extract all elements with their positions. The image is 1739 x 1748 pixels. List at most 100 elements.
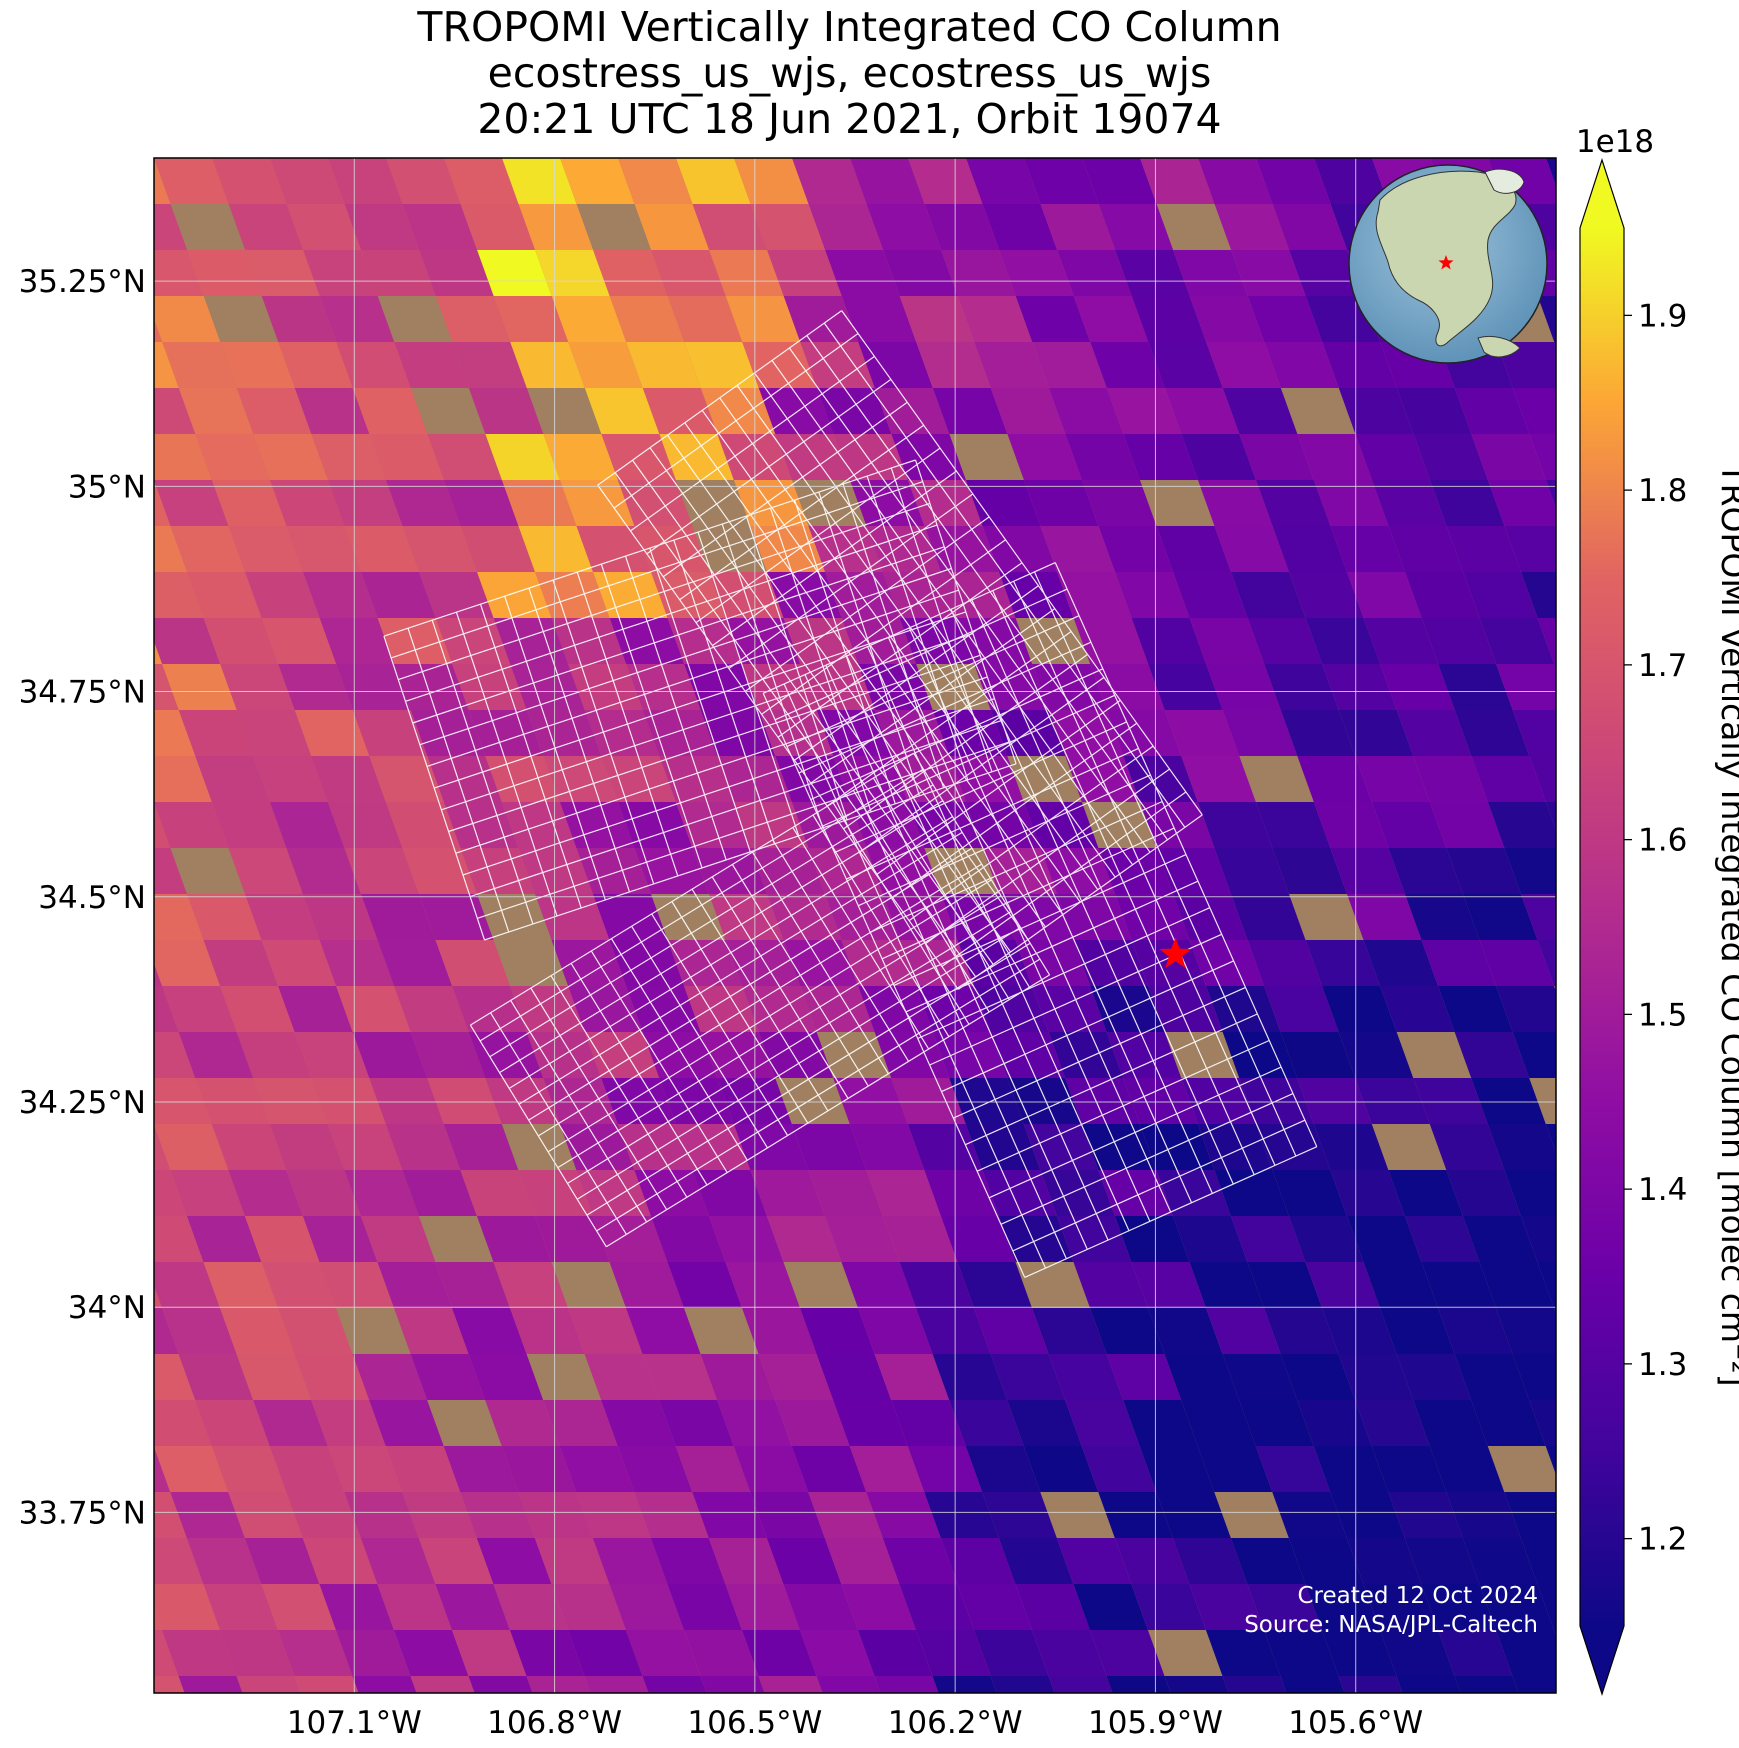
co-cell bbox=[891, 434, 966, 480]
co-cell bbox=[1479, 1584, 1554, 1630]
co-cell bbox=[1181, 1078, 1256, 1124]
co-cell bbox=[849, 480, 925, 526]
co-cell bbox=[700, 1676, 765, 1693]
footprint-line bbox=[596, 958, 1041, 1232]
co-cell bbox=[1429, 1446, 1505, 1492]
co-cell bbox=[1297, 1078, 1372, 1124]
co-cell bbox=[1454, 1354, 1530, 1400]
co-cell bbox=[659, 1400, 734, 1446]
co-cell bbox=[576, 526, 652, 572]
co-cell bbox=[452, 342, 527, 388]
co-cell bbox=[592, 1216, 668, 1262]
co-cell bbox=[443, 802, 519, 848]
colorbar-tick-label: 1.3 bbox=[1638, 1347, 1687, 1383]
title-line-1: TROPOMI Vertically Integrated CO Column bbox=[417, 3, 1282, 51]
footprint-line bbox=[649, 447, 1012, 953]
co-cell bbox=[1272, 1492, 1347, 1538]
co-cell bbox=[253, 1400, 328, 1446]
co-cell bbox=[369, 112, 444, 158]
co-cell bbox=[1073, 296, 1149, 342]
co-cell bbox=[1330, 848, 1405, 894]
co-cell bbox=[278, 342, 353, 388]
co-cell bbox=[1413, 112, 1488, 158]
footprint-line bbox=[426, 589, 959, 767]
co-cell bbox=[1413, 434, 1488, 480]
co-cell bbox=[327, 1446, 403, 1492]
co-cell bbox=[1330, 1492, 1405, 1538]
co-cell bbox=[534, 1538, 610, 1584]
footprint-line bbox=[971, 599, 1234, 1185]
co-cell bbox=[1098, 526, 1174, 572]
co-cell bbox=[1040, 204, 1116, 250]
co-cell bbox=[1148, 342, 1223, 388]
co-cell bbox=[203, 1262, 278, 1308]
co-cell bbox=[1380, 664, 1455, 710]
co-cell bbox=[1090, 1308, 1165, 1354]
co-cell bbox=[1396, 1676, 1461, 1693]
co-cell bbox=[1545, 480, 1556, 508]
co-cell bbox=[386, 158, 461, 204]
co-cell bbox=[1131, 1584, 1206, 1630]
co-cell bbox=[949, 1078, 1024, 1124]
footprint-line bbox=[499, 800, 944, 1074]
co-cell bbox=[1388, 526, 1464, 572]
co-cell bbox=[609, 1262, 684, 1308]
co-cell bbox=[625, 1630, 701, 1676]
co-cell bbox=[1520, 1216, 1556, 1262]
co-cell bbox=[154, 1170, 187, 1216]
co-cell bbox=[1065, 1400, 1140, 1446]
co-cell bbox=[294, 1354, 370, 1400]
title-line-2: ecostress_us_wjs, ecostress_us_wjs bbox=[487, 49, 1212, 97]
co-cell bbox=[998, 1216, 1074, 1262]
footprint-line bbox=[441, 633, 974, 811]
co-cell bbox=[1504, 1170, 1556, 1216]
co-cell bbox=[1438, 664, 1513, 710]
co-cell bbox=[1529, 756, 1556, 802]
co-cell bbox=[294, 710, 370, 756]
co-cell bbox=[154, 1538, 204, 1584]
co-cell bbox=[874, 388, 950, 434]
co-cell bbox=[1521, 572, 1556, 618]
co-cell bbox=[154, 1308, 179, 1354]
inset-globe bbox=[1348, 164, 1548, 364]
co-cell bbox=[1462, 1538, 1538, 1584]
co-cell bbox=[468, 710, 544, 756]
co-cell bbox=[154, 526, 188, 572]
co-cell bbox=[651, 572, 726, 618]
co-cell bbox=[510, 1308, 585, 1354]
co-cell bbox=[485, 434, 560, 480]
co-cell bbox=[816, 1354, 892, 1400]
co-cell bbox=[1264, 664, 1339, 710]
co-cell bbox=[360, 894, 436, 940]
footprint-line bbox=[804, 674, 1067, 1260]
co-cell bbox=[1189, 618, 1265, 664]
co-cell bbox=[154, 1262, 220, 1308]
co-cell bbox=[1173, 572, 1248, 618]
co-cell bbox=[634, 526, 710, 572]
co-cell bbox=[319, 618, 395, 664]
co-cell bbox=[154, 963, 163, 986]
co-cell bbox=[833, 1400, 908, 1446]
co-cell bbox=[1106, 1032, 1182, 1078]
latitude-labels: 35.25°N 35°N 34.75°N 34.5°N 34.25°N 34°N 33.75… bbox=[19, 264, 146, 1531]
co-cell bbox=[775, 434, 850, 480]
co-cell bbox=[1023, 1124, 1099, 1170]
footprint-line bbox=[434, 611, 966, 789]
footprint-line bbox=[719, 397, 1081, 903]
lat-tick-label: 35.25°N bbox=[19, 264, 146, 300]
co-cell bbox=[1172, 1216, 1248, 1262]
co-cell bbox=[154, 1492, 187, 1538]
co-cell bbox=[1081, 1446, 1157, 1492]
co-cell bbox=[228, 848, 303, 894]
footprint-line bbox=[383, 459, 916, 637]
co-cell bbox=[427, 756, 502, 802]
co-cell bbox=[874, 1354, 950, 1400]
co-cell bbox=[394, 1308, 469, 1354]
co-cell bbox=[502, 158, 577, 204]
co-cell bbox=[186, 894, 262, 940]
co-cell bbox=[1330, 526, 1406, 572]
co-cell bbox=[1239, 434, 1314, 480]
co-cell bbox=[253, 1078, 328, 1124]
co-cell bbox=[1181, 434, 1256, 480]
co-cell bbox=[916, 1308, 991, 1354]
